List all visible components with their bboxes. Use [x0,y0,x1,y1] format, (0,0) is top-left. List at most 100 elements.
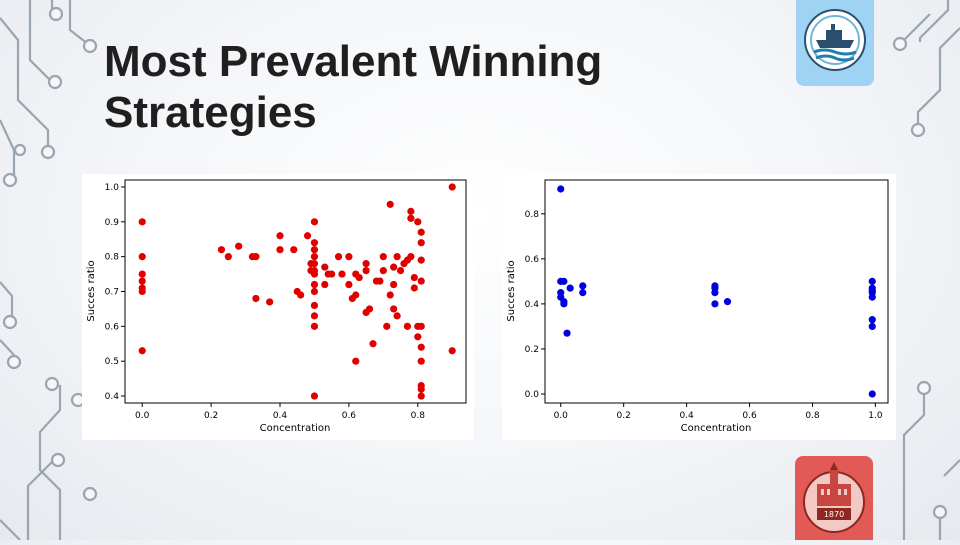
data-point [417,256,425,264]
slide-title-line1: Most Prevalent Winning [104,37,603,86]
slide-title-line2: Strategies [104,88,317,137]
data-point [379,253,387,261]
data-point [224,253,232,261]
axis-ticks: 0.0 0.2 0.4 0.6 0.8 1.0 0.0 0.2 0.4 0.6 0.8 [525,210,883,421]
y-tick-label: 0.0 [525,390,540,400]
data-point [321,280,329,289]
data-point [138,347,146,355]
y-tick-label: 0.8 [525,210,540,220]
data-point [303,232,312,240]
data-point [334,253,343,261]
y-tick-label: 0.9 [105,218,120,228]
data-point [711,289,719,297]
data-point [328,270,336,278]
data-point [407,253,415,261]
data-point [417,239,425,247]
y-tick-label: 0.4 [525,300,540,310]
data-point [252,294,260,303]
data-point [560,277,568,285]
data-point [362,260,370,268]
data-point [310,280,319,289]
data-point [338,270,346,278]
x-tick-label: 0.8 [411,411,426,421]
data-point [379,266,387,275]
data-point [414,218,422,226]
data-point [352,357,360,365]
x-axis-label: Concentration [681,423,752,434]
data-point [410,284,418,292]
data-point [138,253,146,261]
data-point [448,347,456,355]
data-point [138,270,146,278]
university-seal-icon: 1870 [803,462,865,533]
y-tick-label: 0.8 [105,253,120,263]
left-scatter-panel: 0.0 0.2 0.4 0.6 0.8 0.4 0.5 0.6 0.7 0.8 0.9 1.0 Con… [82,174,474,440]
university-seal-logo: 1870 [795,456,873,540]
left-scatter-chart: 0.0 0.2 0.4 0.6 0.8 0.4 0.5 0.6 0.7 0.8 0.9 1.0 Con… [86,179,467,434]
data-point [310,253,319,261]
data-point [410,273,418,282]
data-point [138,287,146,296]
y-axis-label: Succes ratio [506,260,517,321]
data-point [217,246,226,254]
data-point [310,246,319,254]
x-tick-label: 0.8 [805,411,820,421]
data-point [393,253,401,261]
data-point [448,183,456,191]
slide-title: Most Prevalent Winning Strategies [104,36,704,138]
x-axis-label: Concentration [260,423,331,434]
data-point [386,200,394,208]
data-point [711,300,719,308]
data-point [407,214,415,222]
right-scatter-chart: 0.0 0.2 0.4 0.6 0.8 1.0 0.0 0.2 0.4 0.6 0.8 Concen… [506,179,889,434]
data-point [417,357,425,365]
x-tick-label: 1.0 [868,411,883,421]
right-scatter-panel: 0.0 0.2 0.4 0.6 0.8 1.0 0.0 0.2 0.4 0.6 0.8 Concen… [502,174,896,440]
data-point [266,298,274,306]
data-point [403,322,412,330]
data-point [868,316,876,324]
y-axis-label: Succes ratio [86,260,97,321]
data-point [868,322,876,331]
x-tick-label: 0.0 [135,411,150,421]
data-point [868,293,876,301]
y-tick-label: 0.7 [105,288,119,298]
x-tick-label: 0.6 [342,411,357,421]
data-point [310,392,319,400]
data-point [290,246,298,254]
data-point [376,277,384,285]
data-point [355,273,363,282]
data-point [276,232,284,240]
data-point [417,322,425,330]
data-point [579,282,587,290]
data-point [276,246,284,254]
x-tick-label: 0.4 [273,411,288,421]
data-point [321,263,329,271]
data-point [345,253,353,261]
data-point [868,390,876,398]
data-point [417,392,425,400]
data-point [362,266,370,275]
data-point [417,343,425,351]
data-point [557,185,565,193]
data-points [138,183,456,400]
seal-year: 1870 [824,510,844,519]
x-tick-label: 0.2 [617,411,631,421]
data-point [138,218,146,226]
data-point [310,239,319,247]
data-point [310,287,319,296]
data-point [417,228,425,236]
data-point [414,333,422,341]
data-point [390,305,398,313]
data-point [390,280,398,289]
y-tick-label: 0.6 [525,255,540,265]
data-point [310,218,319,226]
y-tick-label: 1.0 [105,183,120,193]
data-point [417,385,425,393]
y-tick-label: 0.4 [105,392,120,402]
y-tick-label: 0.2 [525,345,539,355]
data-point [252,253,260,261]
data-point [407,207,415,215]
x-tick-label: 0.6 [742,411,757,421]
